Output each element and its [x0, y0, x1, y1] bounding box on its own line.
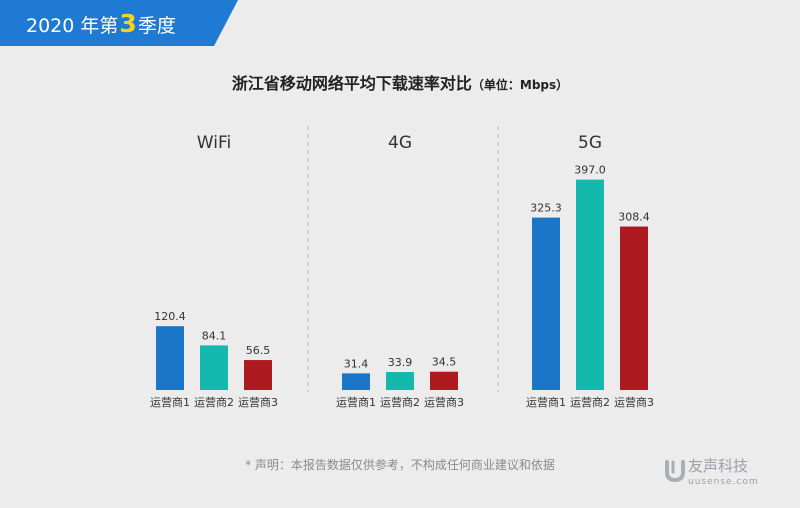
- badge-year-prefix: 2020 年第: [26, 15, 119, 37]
- chart-title: 浙江省移动网络平均下载速率对比（单位：Mbps）: [0, 70, 800, 94]
- category-label-wifi-1: 运营商1: [150, 395, 190, 409]
- bar-wifi-3: [244, 360, 272, 390]
- category-label-5g-3: 运营商3: [614, 395, 654, 409]
- bar-wifi-2: [200, 345, 228, 390]
- disclaimer-text: * 声明：本报告数据仅供参考，不构成任何商业建议和依据: [245, 458, 555, 472]
- badge-quarter-number: 3: [119, 9, 137, 38]
- bar-5g-1: [532, 217, 560, 390]
- quarter-badge-text: 2020 年第3季度: [26, 9, 176, 38]
- value-label-wifi-3: 56.5: [246, 344, 271, 357]
- company-logo: 友声科技 uusense.com: [664, 454, 784, 494]
- category-label-5g-1: 运营商1: [526, 395, 566, 409]
- category-label-wifi-2: 运营商2: [194, 395, 234, 409]
- value-label-wifi-2: 84.1: [202, 329, 227, 342]
- value-label-wifi-1: 120.4: [154, 310, 186, 323]
- quarter-badge: [0, 0, 238, 46]
- bar-5g-3: [620, 226, 648, 390]
- chart-unit-label: （单位：Mbps）: [471, 78, 569, 92]
- category-label-4g-2: 运营商2: [380, 395, 420, 409]
- bar-4g-1: [342, 373, 370, 390]
- group-label-5g: 5G: [578, 133, 602, 153]
- chart-title-text: 浙江省移动网络平均下载速率对比: [231, 74, 472, 93]
- value-label-5g-2: 397.0: [574, 164, 606, 177]
- group-label-4g: 4G: [388, 133, 412, 153]
- logo-icon: [665, 460, 685, 483]
- value-label-4g-1: 31.4: [344, 357, 369, 370]
- value-label-5g-3: 308.4: [618, 211, 650, 224]
- bar-wifi-1: [156, 326, 184, 390]
- value-label-4g-3: 34.5: [432, 356, 457, 369]
- category-label-5g-2: 运营商2: [570, 395, 610, 409]
- category-label-4g-3: 运营商3: [424, 395, 464, 409]
- bar-5g-2: [576, 179, 604, 390]
- badge-quarter-suffix: 季度: [137, 15, 176, 37]
- group-label-wifi: WiFi: [197, 133, 231, 153]
- logo-name: 友声科技: [688, 457, 749, 475]
- bar-4g-3: [430, 371, 458, 390]
- value-label-5g-1: 325.3: [530, 202, 562, 215]
- bar-4g-2: [386, 372, 414, 390]
- category-label-4g-1: 运营商1: [336, 395, 376, 409]
- logo-url: uusense.com: [688, 477, 759, 487]
- category-label-wifi-3: 运营商3: [238, 395, 278, 409]
- value-label-4g-2: 33.9: [388, 356, 413, 369]
